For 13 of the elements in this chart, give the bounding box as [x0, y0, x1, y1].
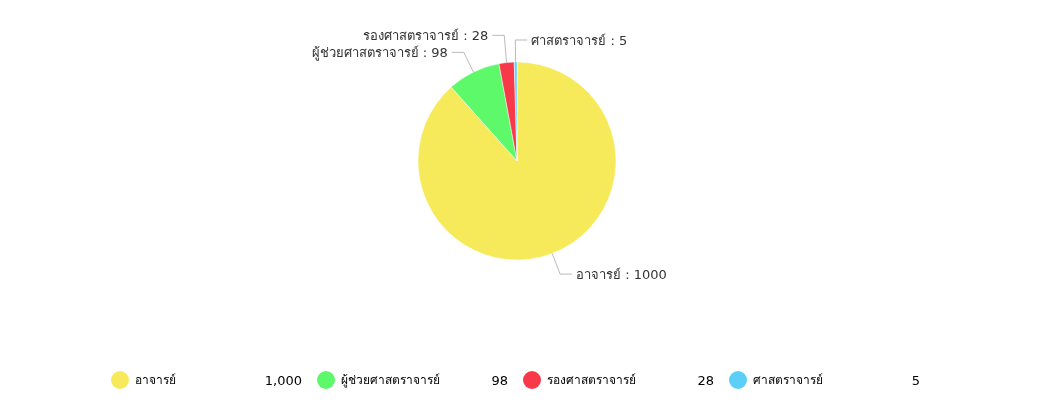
legend-label: ผู้ช่วยศาสตราจารย์ — [341, 373, 440, 389]
text: อาจารย์ : 1000 — [576, 266, 667, 282]
text: ผู้ช่วยศาสตราจารย์ : 98 — [311, 44, 448, 61]
data-label: 5 — [911, 372, 920, 388]
data-label: 98 — [491, 372, 508, 388]
pie-slice — [417, 61, 617, 261]
data-label: 28 — [697, 372, 714, 388]
text: ศาสตราจารย์ : 5 — [531, 32, 628, 48]
legend-label: ศาสตราจารย์ — [753, 373, 823, 388]
legend-label: รองศาสตราจารย์ — [547, 373, 636, 388]
data-label: 1,000 — [264, 372, 302, 388]
text: รองศาสตราจารย์ : 28 — [363, 27, 489, 43]
legend-label: อาจารย์ — [135, 373, 176, 388]
